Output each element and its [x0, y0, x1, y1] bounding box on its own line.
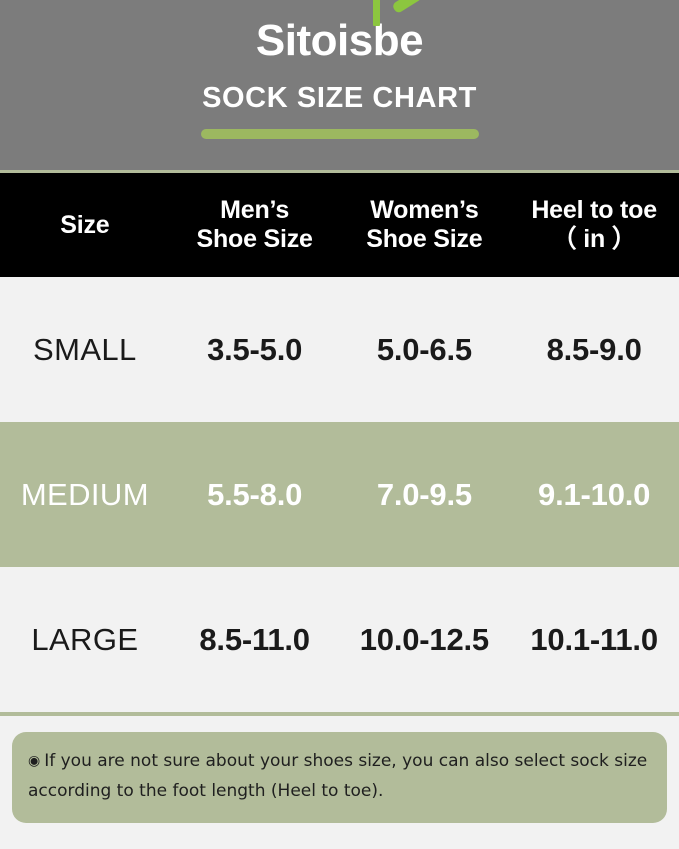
brand-name-prefix: Sitois	[255, 16, 373, 65]
logo-green-stem-icon	[372, 0, 380, 26]
note-container: ◉ If you are not sure about your shoes si…	[0, 716, 679, 849]
brand-logo: Sitois be	[255, 0, 424, 70]
brand-name-mark: be	[372, 16, 424, 65]
sizing-note-text: If you are not sure about your shoes siz…	[28, 751, 648, 802]
cell-size: MEDIUM	[20, 476, 149, 512]
cell-womens-shoe-size: 7.0-9.5	[376, 476, 472, 512]
cell-size: SMALL	[33, 331, 137, 367]
table-row: SMALL 3.5-5.0 5.0-6.5 8.5-9.0	[0, 277, 679, 422]
table-row: MEDIUM 5.5-8.0 7.0-9.5 9.1-10.0	[0, 422, 679, 567]
cell-mens-shoe-size: 5.5-8.0	[207, 476, 303, 512]
cell-heel-to-toe: 10.1-11.0	[530, 621, 658, 657]
column-header-womens-shoe-size: Women’s Shoe Size	[366, 196, 483, 253]
table-row: LARGE 8.5-11.0 10.0-12.5 10.1-11.0	[0, 567, 679, 712]
column-header-mens-shoe-size: Men’s Shoe Size	[196, 196, 313, 253]
cell-womens-shoe-size: 5.0-6.5	[376, 331, 472, 367]
cell-mens-shoe-size: 8.5-11.0	[199, 621, 310, 657]
table-header-row: Size Men’s Shoe Size Women’s Shoe Size H…	[0, 170, 679, 277]
cell-heel-to-toe: 8.5-9.0	[546, 331, 642, 367]
cell-mens-shoe-size: 3.5-5.0	[207, 331, 303, 367]
cell-womens-shoe-size: 10.0-12.5	[359, 621, 489, 657]
bullseye-icon: ◉	[28, 753, 41, 769]
column-header-heel-to-toe: Heel to toe （ in ）	[531, 196, 657, 253]
logo-green-slash-icon	[391, 0, 423, 15]
cell-size: LARGE	[31, 621, 139, 657]
page-title: SOCK SIZE CHART	[202, 82, 477, 114]
banner: Sitois be SOCK SIZE CHART	[0, 0, 679, 170]
cell-heel-to-toe: 9.1-10.0	[538, 476, 651, 512]
sizing-note: ◉ If you are not sure about your shoes si…	[12, 732, 667, 823]
brand-name-mark-wrap: be	[372, 0, 424, 65]
table-bottom-divider	[0, 712, 679, 716]
title-underline-rule	[200, 129, 479, 139]
size-table: Size Men’s Shoe Size Women’s Shoe Size H…	[0, 170, 679, 712]
column-header-size: Size	[60, 210, 110, 239]
